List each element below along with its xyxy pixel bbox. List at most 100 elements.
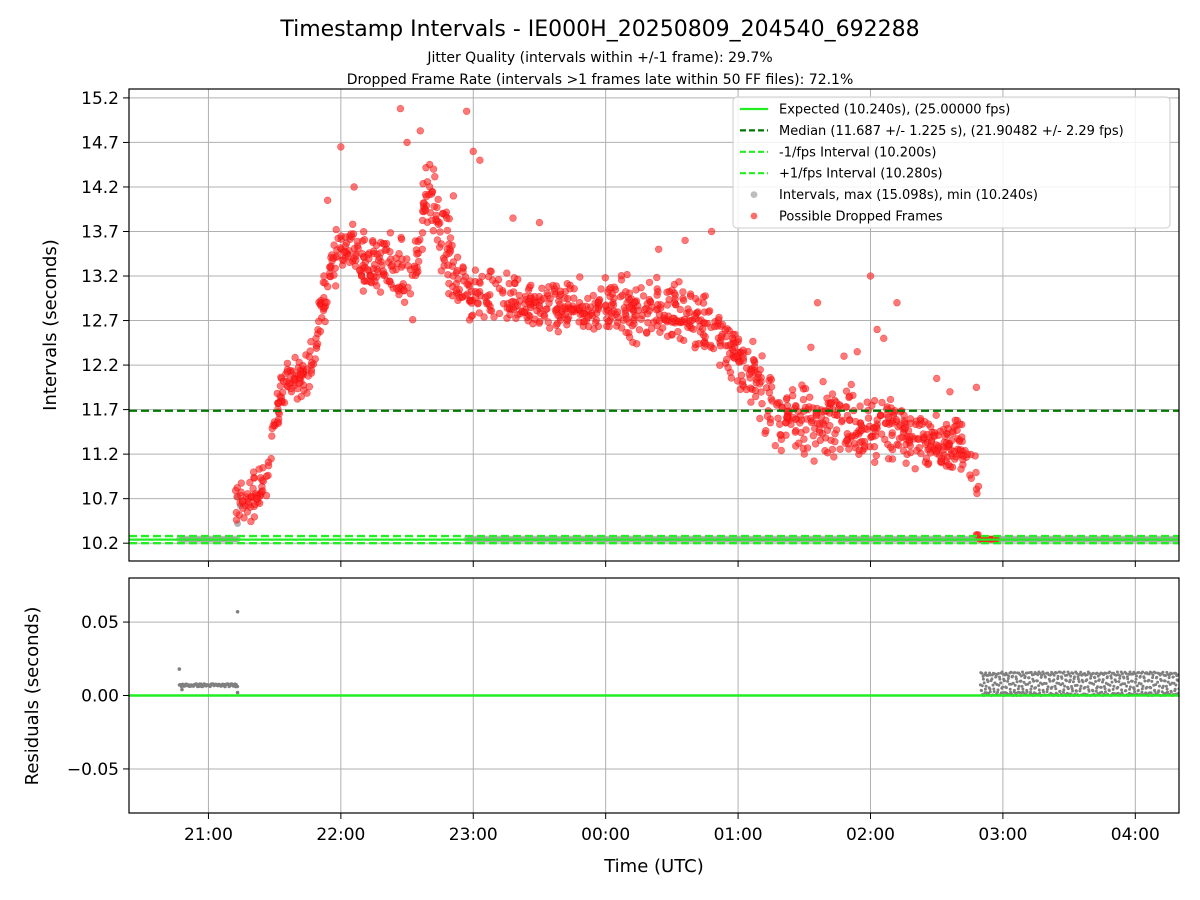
residual-point <box>1061 690 1065 694</box>
dropped-frame-point <box>738 380 747 389</box>
dropped-frame-point <box>841 403 850 411</box>
residual-point <box>1101 678 1105 682</box>
dropped-frame-point <box>339 256 347 265</box>
dropped-frame-point <box>409 316 417 324</box>
dropped-frame-point <box>580 317 589 326</box>
dropped-frame-point <box>249 468 258 476</box>
residual-point <box>982 681 986 685</box>
dropped-frame-point <box>894 441 903 449</box>
dropped-frame-point <box>269 421 277 430</box>
dropped-frame-point <box>538 284 546 292</box>
dropped-frame-point <box>948 436 956 445</box>
residual-point <box>1071 689 1075 693</box>
dropped-frame-point <box>268 432 276 440</box>
dropped-frame-point <box>940 438 948 447</box>
dropped-frame-point <box>320 272 328 280</box>
legend-entry-label: -1/fps Interval (10.200s) <box>779 145 936 160</box>
dropped-frame-point <box>503 269 511 277</box>
residuals-y-ticks: −0.05 0.00 0.05 <box>67 613 129 780</box>
residual-point <box>1120 672 1124 676</box>
residual-point <box>1086 685 1090 689</box>
residual-point <box>1045 690 1049 694</box>
dropped-frame-point <box>668 318 676 326</box>
dropped-frame-point <box>315 317 323 326</box>
dropped-frame-point <box>529 320 537 328</box>
residual-point <box>1021 670 1024 674</box>
x-tick-label: 21:00 <box>184 825 233 845</box>
dropped-frame-point <box>630 316 638 324</box>
residual-point <box>1114 680 1118 683</box>
residuals-y-tick-label: 0.05 <box>81 613 119 633</box>
residual-point <box>1145 685 1149 689</box>
residual-point <box>1114 673 1118 677</box>
dropped-frame-point <box>689 325 698 333</box>
dropped-frame-point <box>767 383 776 391</box>
residual-point <box>1008 687 1012 691</box>
dropped-frame-point <box>882 419 890 427</box>
dropped-frame-point <box>359 287 367 295</box>
residuals-y-axis-label: Residuals (seconds) <box>22 607 43 786</box>
residual-point <box>1156 680 1160 684</box>
residual-point <box>1120 691 1124 695</box>
dropped-frame-point <box>691 312 699 320</box>
dropped-frame-point <box>463 280 471 288</box>
residual-point <box>1151 673 1155 677</box>
residual-point <box>1011 674 1014 678</box>
residual-point <box>180 687 184 692</box>
residual-point <box>1174 683 1178 687</box>
residual-point <box>993 672 996 676</box>
dropped-frame-point <box>240 514 248 522</box>
residual-point <box>988 687 992 691</box>
intervals-y-tick-label: 11.2 <box>81 445 119 465</box>
dropped-frame-point <box>699 299 708 307</box>
dropped-frame-point <box>535 218 544 227</box>
residual-point <box>1161 684 1165 688</box>
residual-point <box>992 690 996 694</box>
residual-point <box>1065 679 1068 683</box>
residual-point <box>1045 687 1049 691</box>
dropped-frame-point <box>527 281 535 289</box>
dropped-frame-point <box>258 476 266 484</box>
dropped-frame-point <box>264 471 272 480</box>
residual-point <box>1076 675 1080 679</box>
dropped-frame-point <box>430 202 438 211</box>
residual-point <box>1126 677 1130 681</box>
dropped-frame-point <box>749 356 758 364</box>
dropped-frame-point <box>356 267 364 275</box>
dropped-frame-point <box>552 321 560 329</box>
dropped-frame-point <box>747 398 755 406</box>
legend: Expected (10.240s), (25.00000 fps) Median… <box>732 96 1171 229</box>
dropped-frame-point <box>805 403 813 411</box>
dropped-frame-point <box>902 459 910 467</box>
residual-point <box>1060 676 1064 680</box>
residual-point <box>1128 687 1132 691</box>
dropped-frame-point <box>471 266 480 274</box>
residual-point <box>999 681 1003 685</box>
dropped-frame-point <box>781 419 790 427</box>
dropped-frame-point <box>625 303 633 311</box>
dropped-frame-point <box>725 349 734 358</box>
dropped-frame-point <box>468 311 477 319</box>
dropped-frame-point <box>411 271 420 280</box>
dropped-frame-point <box>644 318 652 327</box>
dropped-frame-point <box>654 300 662 309</box>
dropped-frame-point <box>364 251 372 259</box>
dropped-frame-point <box>973 489 981 498</box>
dropped-frame-point <box>675 278 683 286</box>
residual-point <box>1112 684 1116 688</box>
residual-point <box>1123 682 1127 686</box>
dropped-frame-point <box>249 484 257 493</box>
dropped-frame-point <box>591 318 600 327</box>
dropped-frame-point <box>671 291 679 299</box>
legend-entry-label: +1/fps Interval (10.280s) <box>779 167 943 182</box>
residual-point <box>1166 690 1169 694</box>
dropped-frame-point <box>443 214 451 222</box>
dropped-frame-point <box>332 225 340 234</box>
dropped-frame-point <box>807 418 816 427</box>
dropped-frame-point <box>974 482 983 491</box>
dropped-frame-point <box>815 420 824 428</box>
residual-point <box>235 690 240 695</box>
residual-point <box>1124 672 1128 675</box>
residual-point <box>1055 671 1058 675</box>
dropped-frame-point <box>751 392 760 401</box>
